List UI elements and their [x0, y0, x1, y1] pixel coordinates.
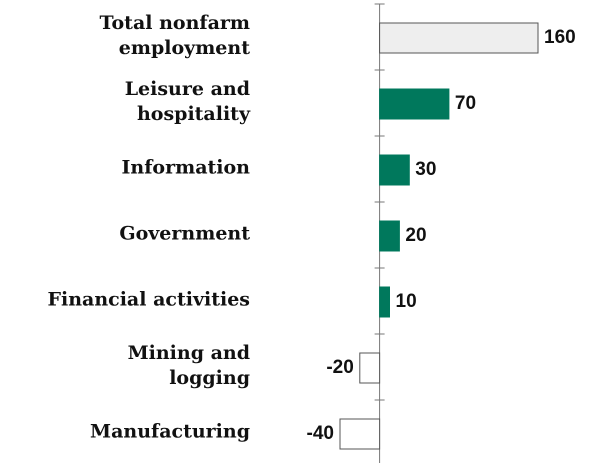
value-label: -20 [326, 357, 353, 378]
category-label: Manufacturing [90, 420, 250, 443]
category-label: Information [121, 156, 250, 179]
value-label: 160 [544, 27, 576, 48]
value-label: 20 [405, 225, 426, 246]
bar [379, 220, 400, 252]
value-label: 70 [455, 93, 476, 114]
bar [359, 352, 381, 384]
value-label: -40 [307, 423, 334, 444]
value-label: 10 [396, 291, 417, 312]
bar [339, 418, 381, 450]
category-label: Leisure and hospitality [124, 78, 250, 125]
category-label: Government [119, 222, 250, 245]
category-label: Financial activities [47, 288, 251, 311]
value-label: 30 [415, 159, 436, 180]
bar [379, 154, 410, 186]
category-label: Mining and logging [127, 342, 250, 389]
category-label: Total nonfarm employment [99, 12, 250, 59]
bar [379, 88, 450, 120]
bar [379, 286, 391, 318]
bar [379, 22, 539, 54]
